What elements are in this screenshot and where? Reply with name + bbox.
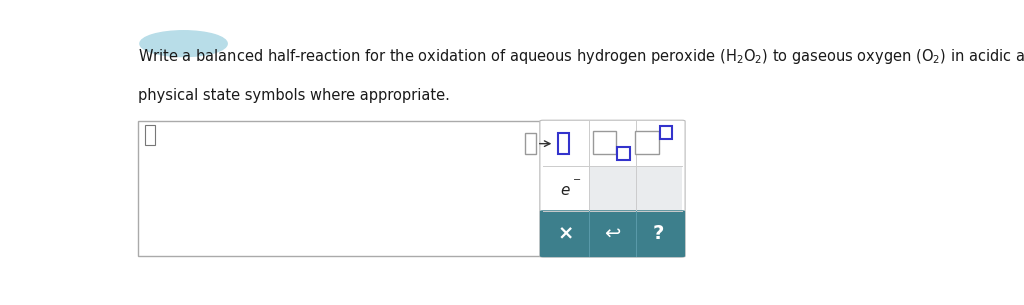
Text: Write a balanced half-reaction for the oxidation of aqueous hydrogen peroxide $\: Write a balanced half-reaction for the o… xyxy=(138,47,1024,66)
Bar xyxy=(138,121,540,256)
Bar xyxy=(525,133,536,154)
Bar xyxy=(635,131,658,154)
Text: ↩: ↩ xyxy=(604,224,621,243)
Circle shape xyxy=(140,31,227,56)
Text: $e$: $e$ xyxy=(560,183,570,199)
Text: ?: ? xyxy=(653,224,665,243)
Text: $-$: $-$ xyxy=(571,173,581,183)
Bar xyxy=(659,126,673,139)
Bar xyxy=(558,133,569,154)
Bar xyxy=(590,166,682,211)
FancyBboxPatch shape xyxy=(540,210,685,257)
Text: ×: × xyxy=(558,224,574,243)
Bar xyxy=(617,147,630,160)
Text: physical state symbols where appropriate.: physical state symbols where appropriate… xyxy=(138,88,451,103)
FancyBboxPatch shape xyxy=(540,120,685,257)
Bar xyxy=(593,131,616,154)
Bar xyxy=(144,125,155,145)
